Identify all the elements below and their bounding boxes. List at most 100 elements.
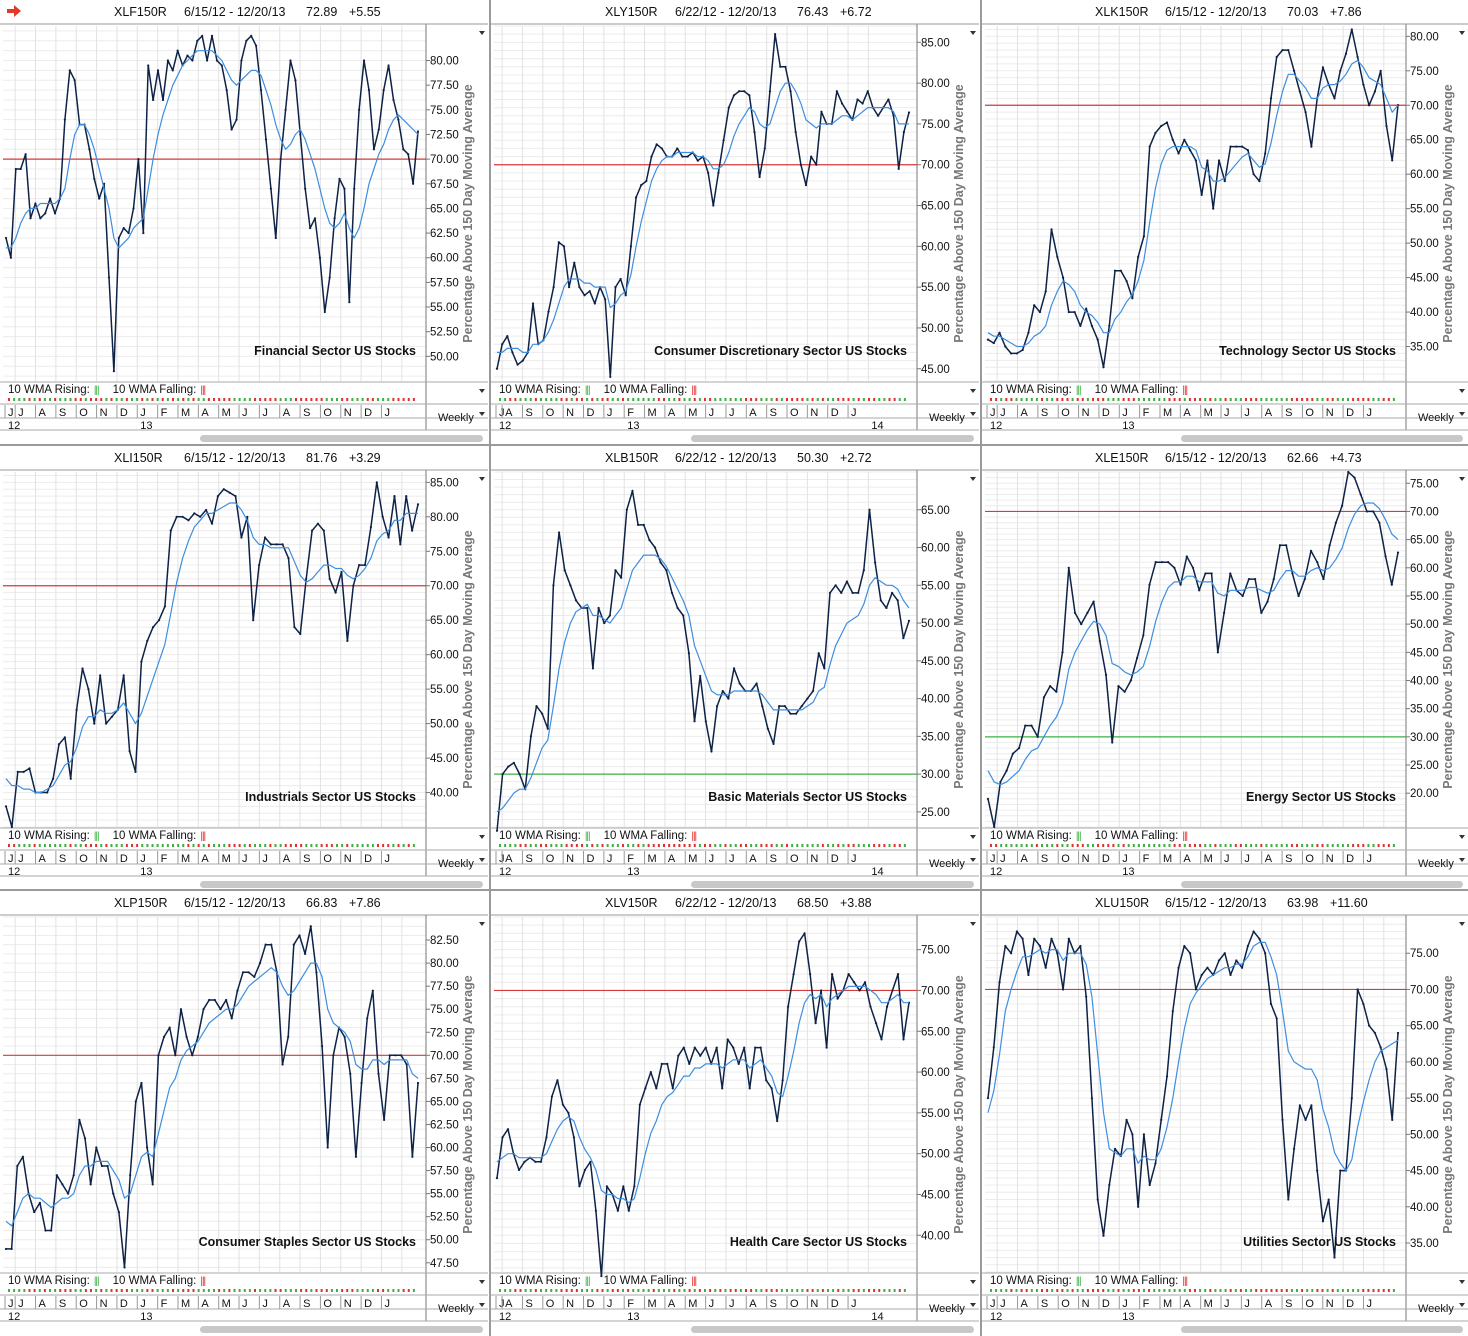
legend-dropdown-icon[interactable] (479, 835, 485, 839)
period-dropdown-icon[interactable] (970, 412, 976, 416)
price-point (402, 148, 405, 151)
period-dropdown-icon[interactable] (1459, 412, 1465, 416)
header-dropdown-icon[interactable] (479, 31, 485, 35)
price-point (387, 64, 390, 67)
falling-marks-icon: ||| (200, 831, 206, 842)
chart-change-value: +3.88 (840, 896, 872, 910)
rising-dot (1234, 398, 1237, 401)
falling-dot (1367, 1289, 1370, 1292)
legend-dropdown-icon[interactable] (970, 1280, 976, 1284)
header-dropdown-icon[interactable] (970, 922, 976, 926)
price-point (394, 1054, 397, 1057)
year-label: 12 (990, 866, 1002, 878)
period-selector[interactable]: Weekly (929, 1303, 965, 1315)
price-point (1373, 90, 1377, 93)
price-point (112, 370, 116, 373)
period-dropdown-icon[interactable] (970, 1303, 976, 1307)
period-dropdown-icon[interactable] (1459, 858, 1465, 862)
price-point (1260, 611, 1263, 614)
horizontal-scrollbar[interactable] (1181, 435, 1463, 442)
period-dropdown-icon[interactable] (479, 1303, 485, 1307)
period-selector[interactable]: Weekly (438, 858, 474, 870)
rising-dot (862, 1289, 865, 1292)
horizontal-scrollbar[interactable] (691, 1326, 974, 1333)
rising-dot (555, 398, 558, 401)
price-point (1042, 696, 1046, 699)
chart-title: Health Care Sector US Stocks (730, 1235, 907, 1249)
falling-marks-icon: ||| (1182, 831, 1188, 842)
price-point (603, 621, 606, 625)
header-dropdown-icon[interactable] (970, 31, 976, 35)
rising-dot (156, 844, 159, 847)
legend-dropdown-icon[interactable] (1459, 1280, 1465, 1284)
chart-date-range: 6/15/12 - 12/20/13 (184, 451, 286, 465)
rising-dot (1132, 844, 1135, 847)
falling-dot (745, 1289, 747, 1292)
rising-dot (1051, 1289, 1054, 1292)
period-dropdown-icon[interactable] (1459, 1303, 1465, 1307)
period-dropdown-icon[interactable] (479, 858, 485, 862)
horizontal-scrollbar[interactable] (200, 1326, 483, 1333)
legend-dropdown-icon[interactable] (1459, 389, 1465, 393)
falling-dot (1362, 398, 1365, 401)
period-selector[interactable]: Weekly (929, 858, 965, 870)
price-point (1049, 685, 1052, 688)
header-dropdown-icon[interactable] (479, 922, 485, 926)
horizontal-scrollbar[interactable] (1181, 1326, 1463, 1333)
horizontal-scrollbar[interactable] (200, 881, 483, 888)
header-dropdown-icon[interactable] (1459, 31, 1465, 35)
horizontal-scrollbar[interactable] (691, 435, 974, 442)
legend-dropdown-icon[interactable] (479, 389, 485, 393)
wma-series-line (987, 59, 1399, 348)
price-point (247, 971, 250, 974)
price-point (1333, 1256, 1336, 1259)
period-dropdown-icon[interactable] (970, 858, 976, 862)
header-dropdown-icon[interactable] (1459, 477, 1465, 481)
price-point (993, 825, 996, 829)
period-selector[interactable]: Weekly (929, 412, 965, 424)
falling-dot (105, 844, 108, 847)
legend-dropdown-icon[interactable] (1459, 835, 1465, 839)
period-selector[interactable]: Weekly (438, 412, 474, 424)
period-dropdown-icon[interactable] (479, 412, 485, 416)
horizontal-scrollbar[interactable] (200, 435, 483, 442)
rising-dot (729, 844, 732, 847)
falling-dot (1255, 1289, 1258, 1292)
legend-dropdown-icon[interactable] (479, 1280, 485, 1284)
price-point (1339, 69, 1342, 72)
price-point (1183, 944, 1186, 948)
header-dropdown-icon[interactable] (970, 477, 976, 481)
price-point (541, 712, 544, 715)
period-selector[interactable]: Weekly (1418, 1303, 1454, 1315)
rising-dot (366, 844, 369, 847)
month-label: O (1305, 853, 1314, 865)
legend-dropdown-icon[interactable] (970, 835, 976, 839)
price-point (688, 1062, 691, 1065)
red-arrow-icon[interactable] (6, 4, 22, 18)
header-dropdown-icon[interactable] (1459, 922, 1465, 926)
horizontal-scrollbar[interactable] (691, 881, 974, 888)
month-label: J (384, 407, 390, 419)
y-tick-label: 80.00 (1410, 31, 1439, 43)
y-tick-label: 45.00 (921, 1189, 950, 1201)
horizontal-scrollbar[interactable] (1181, 881, 1463, 888)
price-point (1204, 572, 1207, 575)
rising-dot (883, 1289, 886, 1292)
month-label: J (18, 1298, 24, 1310)
legend-dropdown-icon[interactable] (970, 389, 976, 393)
price-point (358, 108, 361, 111)
price-point (1160, 561, 1164, 564)
rising-label: 10 WMA Rising: (990, 830, 1072, 842)
chart-date-range: 6/22/12 - 12/20/13 (675, 896, 777, 910)
price-point (73, 79, 76, 82)
price-point (21, 1155, 25, 1158)
period-selector[interactable]: Weekly (1418, 858, 1454, 870)
header-dropdown-icon[interactable] (479, 477, 485, 481)
rising-dot (806, 398, 809, 401)
period-selector[interactable]: Weekly (438, 1303, 474, 1315)
month-label: J (262, 1298, 268, 1310)
period-selector[interactable]: Weekly (1418, 412, 1454, 424)
month-label: J (1366, 853, 1372, 865)
rising-dot (1316, 398, 1319, 401)
